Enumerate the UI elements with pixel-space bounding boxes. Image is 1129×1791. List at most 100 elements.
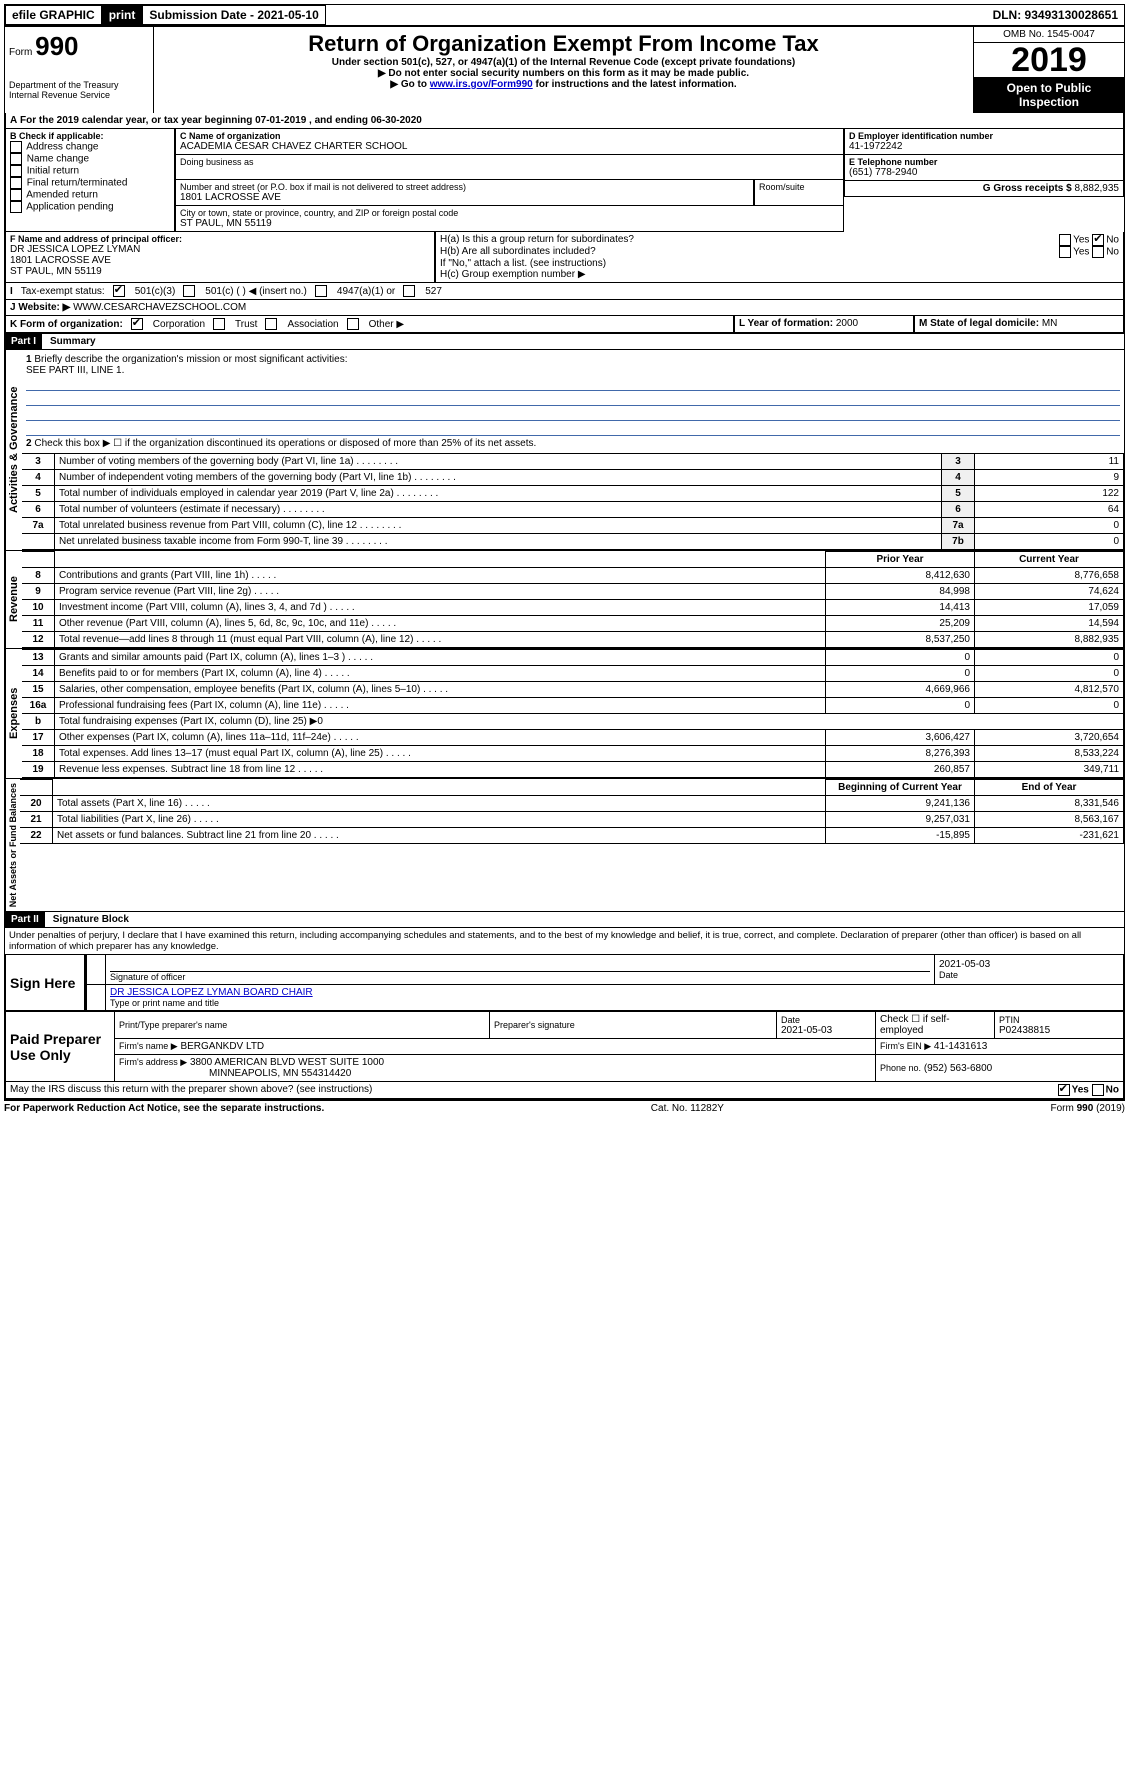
prep-sig-label: Preparer's signature <box>494 1020 772 1030</box>
part1-title: Summary <box>50 336 96 347</box>
table-row: 15Salaries, other compensation, employee… <box>22 682 1124 698</box>
table-row: 4Number of independent voting members of… <box>22 470 1124 486</box>
other-checkbox[interactable] <box>347 318 359 330</box>
501c3-checkbox[interactable] <box>113 285 125 297</box>
trust-checkbox[interactable] <box>213 318 225 330</box>
501c3-text: 501(c)(3) <box>135 286 176 297</box>
table-row: 16aProfessional fundraising fees (Part I… <box>22 698 1124 714</box>
line2-label: Check this box ▶ ☐ if the organization d… <box>34 438 536 449</box>
firm-name-label: Firm's name ▶ <box>119 1041 178 1051</box>
box-g: G Gross receipts $ 8,882,935 <box>844 181 1124 197</box>
instructions-link[interactable]: www.irs.gov/Form990 <box>430 79 533 90</box>
section-governance: Activities & Governance <box>5 350 22 550</box>
line1-text: SEE PART III, LINE 1. <box>26 365 1120 376</box>
box-b-checkbox[interactable] <box>10 141 22 153</box>
box-c-label: C Name of organization <box>180 131 839 141</box>
officer-city: ST PAUL, MN 55119 <box>10 266 430 277</box>
paid-preparer-table: Paid Preparer Use Only Print/Type prepar… <box>5 1011 1124 1082</box>
table-row: 20Total assets (Part X, line 16) . . . .… <box>20 796 1124 812</box>
ptin-label: PTIN <box>999 1015 1119 1025</box>
gross-label: G Gross receipts $ <box>983 183 1072 194</box>
table-row: 5Total number of individuals employed in… <box>22 486 1124 502</box>
begin-year-header: Beginning of Current Year <box>826 780 975 796</box>
k-trust: Trust <box>235 319 257 330</box>
perjury-statement: Under penalties of perjury, I declare th… <box>5 928 1124 954</box>
box-b-checkbox[interactable] <box>10 189 22 201</box>
net-assets-table: Beginning of Current Year End of Year 20… <box>20 779 1124 844</box>
street-address: Number and street (or P.O. box if mail i… <box>175 180 754 206</box>
footer-form: Form 990 (2019) <box>1051 1103 1125 1114</box>
prep-date-label: Date <box>781 1015 871 1025</box>
l-value: 2000 <box>836 318 858 329</box>
submission-date: Submission Date - 2021-05-10 <box>142 5 325 25</box>
line-a-text: For the 2019 calendar year, or tax year … <box>20 115 422 126</box>
table-row: bTotal fundraising expenses (Part IX, co… <box>22 714 1124 730</box>
527-checkbox[interactable] <box>403 285 415 297</box>
table-row: 17Other expenses (Part IX, column (A), l… <box>22 730 1124 746</box>
form-id-box: Form 990 Department of the Treasury Inte… <box>5 27 154 113</box>
addr-value: 1801 LACROSSE AVE <box>180 192 749 203</box>
4947-checkbox[interactable] <box>315 285 327 297</box>
assoc-checkbox[interactable] <box>265 318 277 330</box>
box-b-checkbox[interactable] <box>10 201 22 213</box>
cat-number: Cat. No. 11282Y <box>651 1103 724 1114</box>
l-label: L Year of formation: <box>739 318 833 329</box>
form-subtitle-1: Under section 501(c), 527, or 4947(a)(1)… <box>158 57 969 68</box>
table-row: 14Benefits paid to or for members (Part … <box>22 666 1124 682</box>
top-bar: efile GRAPHIC print Submission Date - 20… <box>4 4 1125 26</box>
pra-notice: For Paperwork Reduction Act Notice, see … <box>4 1103 324 1114</box>
box-c: C Name of organization ACADEMIA CESAR CH… <box>175 129 844 155</box>
identity-row: B Check if applicable: Address change Na… <box>5 129 1124 232</box>
firm-name: BERGANKDV LTD <box>180 1041 264 1052</box>
dln-label: DLN: 93493130028651 <box>987 6 1124 24</box>
k-other: Other ▶ <box>369 319 404 330</box>
hb-note: If "No," attach a list. (see instruction… <box>440 258 1119 269</box>
discuss-yes-checkbox[interactable] <box>1058 1084 1070 1096</box>
firm-ein-label: Firm's EIN ▶ <box>880 1041 931 1051</box>
self-employed-check: Check ☐ if self-employed <box>876 1012 995 1039</box>
box-b-checkbox[interactable] <box>10 177 22 189</box>
print-button[interactable]: print <box>102 5 143 25</box>
line1-label: Briefly describe the organization's miss… <box>34 354 347 365</box>
box-b-item: Name change <box>10 153 170 165</box>
firm-phone-label: Phone no. <box>880 1063 921 1073</box>
discuss-no-checkbox[interactable] <box>1092 1084 1104 1096</box>
ptin-value: P02438815 <box>999 1025 1119 1036</box>
dba-label: Doing business as <box>180 157 839 167</box>
city-state-zip: City or town, state or province, country… <box>175 206 844 232</box>
box-b-checkbox[interactable] <box>10 153 22 165</box>
box-b-item: Amended return <box>10 189 170 201</box>
end-year-header: End of Year <box>975 780 1124 796</box>
sig-date: 2021-05-03 <box>939 959 1119 970</box>
m-label: M State of legal domicile: <box>919 318 1039 329</box>
box-b-checkbox[interactable] <box>10 165 22 177</box>
corp-checkbox[interactable] <box>131 318 143 330</box>
box-h: H(a) Is this a group return for subordin… <box>435 232 1124 283</box>
governance-table: 3Number of voting members of the governi… <box>22 453 1124 550</box>
k-assoc: Association <box>287 319 338 330</box>
form-title: Return of Organization Exempt From Incom… <box>158 31 969 57</box>
firm-addr-label: Firm's address ▶ <box>119 1057 187 1067</box>
part1-bar: Part I Summary <box>5 333 1124 350</box>
m-value: MN <box>1042 318 1058 329</box>
dba-row: Doing business as <box>175 155 844 180</box>
sign-here-table: Sign Here Signature of officer 2021-05-0… <box>5 954 1124 1011</box>
ha-yesno: Yes No <box>1059 234 1119 246</box>
box-b: B Check if applicable: Address change Na… <box>5 129 175 232</box>
section-revenue: Revenue <box>5 551 22 648</box>
table-row: 8Contributions and grants (Part VIII, li… <box>22 568 1124 584</box>
website-label: Website: ▶ <box>18 302 70 313</box>
efile-graphic-button[interactable]: efile GRAPHIC <box>5 5 102 25</box>
revenue-table: Prior Year Current Year 8Contributions a… <box>22 551 1124 648</box>
open-public-badge: Open to Public Inspection <box>974 77 1124 113</box>
501c-checkbox[interactable] <box>183 285 195 297</box>
sig-officer-label: Signature of officer <box>110 972 930 982</box>
table-row: 6Total number of volunteers (estimate if… <box>22 502 1124 518</box>
line-m: M State of legal domicile: MN <box>914 316 1124 333</box>
line-l: L Year of formation: 2000 <box>734 316 914 333</box>
part1-label: Part I <box>5 334 42 349</box>
table-row: 13Grants and similar amounts paid (Part … <box>22 650 1124 666</box>
website-value: WWW.CESARCHAVEZSCHOOL.COM <box>73 302 246 313</box>
table-row: Net unrelated business taxable income fr… <box>22 534 1124 550</box>
officer-name-link[interactable]: DR JESSICA LOPEZ LYMAN BOARD CHAIR <box>110 987 313 998</box>
